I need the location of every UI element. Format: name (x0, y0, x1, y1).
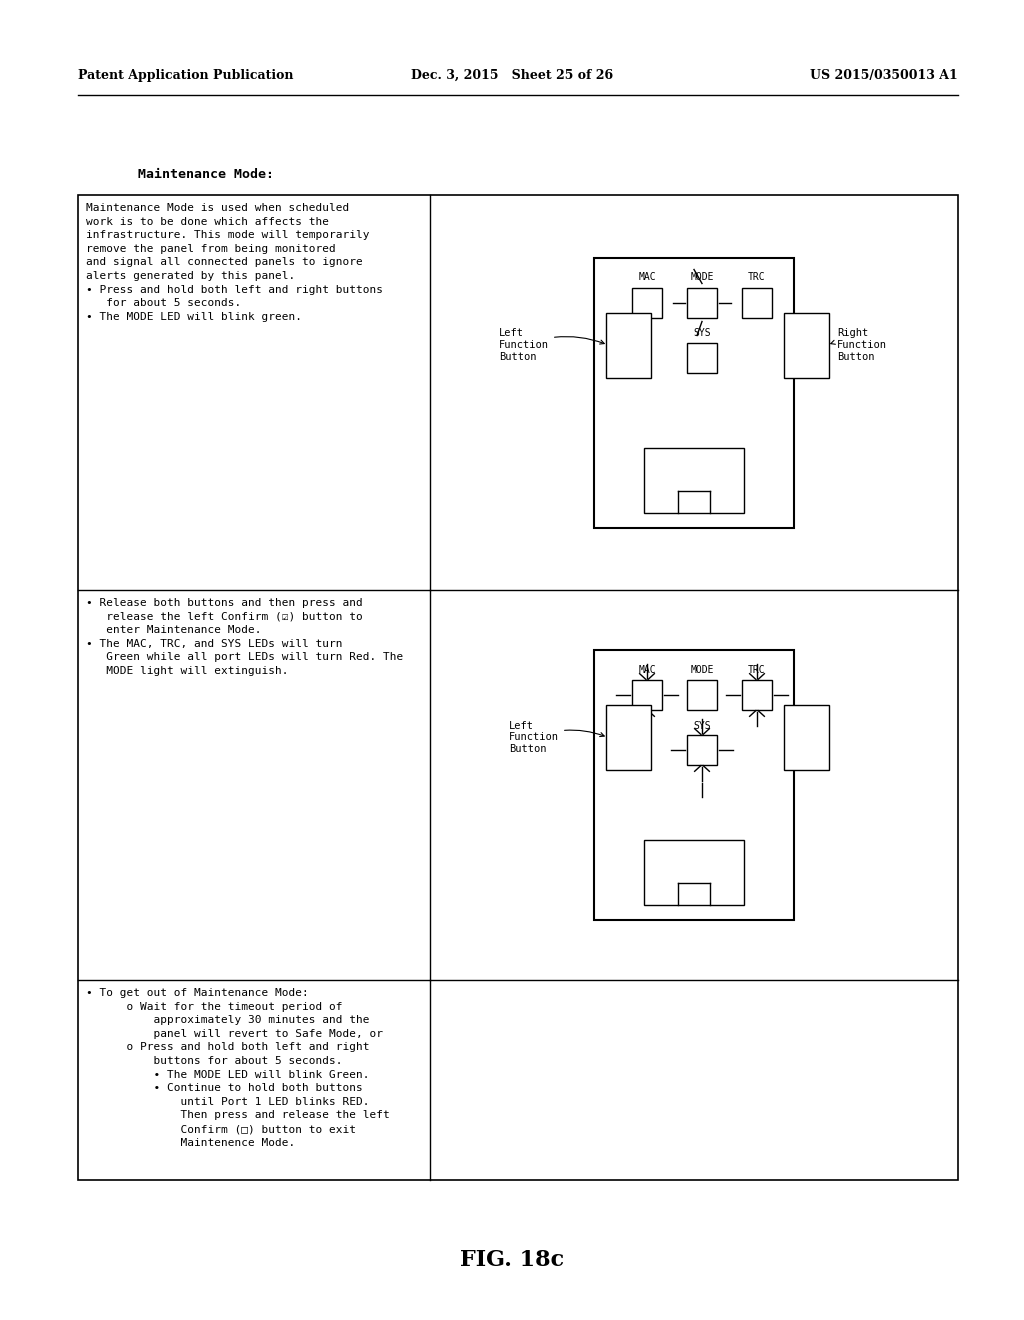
Text: Maintenance Mode:: Maintenance Mode: (138, 169, 274, 181)
Text: Dec. 3, 2015   Sheet 25 of 26: Dec. 3, 2015 Sheet 25 of 26 (411, 69, 613, 82)
Text: MAC: MAC (638, 272, 655, 282)
Text: Left
Function
Button: Left Function Button (499, 329, 604, 362)
Text: SYS: SYS (693, 329, 711, 338)
Text: FIG. 18c: FIG. 18c (460, 1249, 564, 1271)
Bar (606, 705, 651, 770)
Text: SYS: SYS (693, 721, 711, 731)
Bar (687, 680, 717, 710)
Bar (78, 195, 958, 1180)
Text: • To get out of Maintenance Mode:
      o Wait for the timeout period of
       : • To get out of Maintenance Mode: o Wait… (86, 987, 390, 1147)
Bar (644, 840, 744, 906)
Bar (687, 735, 717, 766)
Bar (594, 649, 794, 920)
Bar (606, 313, 651, 378)
Text: TRC: TRC (749, 665, 766, 675)
Bar (644, 447, 744, 512)
Text: MODE: MODE (690, 272, 714, 282)
Bar (742, 288, 772, 318)
Text: Left
Function
Button: Left Function Button (509, 721, 604, 754)
Bar (784, 705, 829, 770)
Bar (687, 342, 717, 372)
Bar (632, 680, 662, 710)
Text: Right
Function
Button: Right Function Button (830, 329, 887, 362)
Text: TRC: TRC (749, 272, 766, 282)
Bar (594, 257, 794, 528)
Text: Patent Application Publication: Patent Application Publication (78, 69, 294, 82)
Text: MODE: MODE (690, 665, 714, 675)
Text: Maintenance Mode is used when scheduled
work is to be done which affects the
inf: Maintenance Mode is used when scheduled … (86, 203, 383, 322)
Bar (784, 313, 829, 378)
Text: • Release both buttons and then press and
   release the left Confirm (☑) button: • Release both buttons and then press an… (86, 598, 403, 676)
Text: MAC: MAC (638, 665, 655, 675)
Text: US 2015/0350013 A1: US 2015/0350013 A1 (810, 69, 958, 82)
Bar (742, 680, 772, 710)
Bar (687, 288, 717, 318)
Bar (632, 288, 662, 318)
